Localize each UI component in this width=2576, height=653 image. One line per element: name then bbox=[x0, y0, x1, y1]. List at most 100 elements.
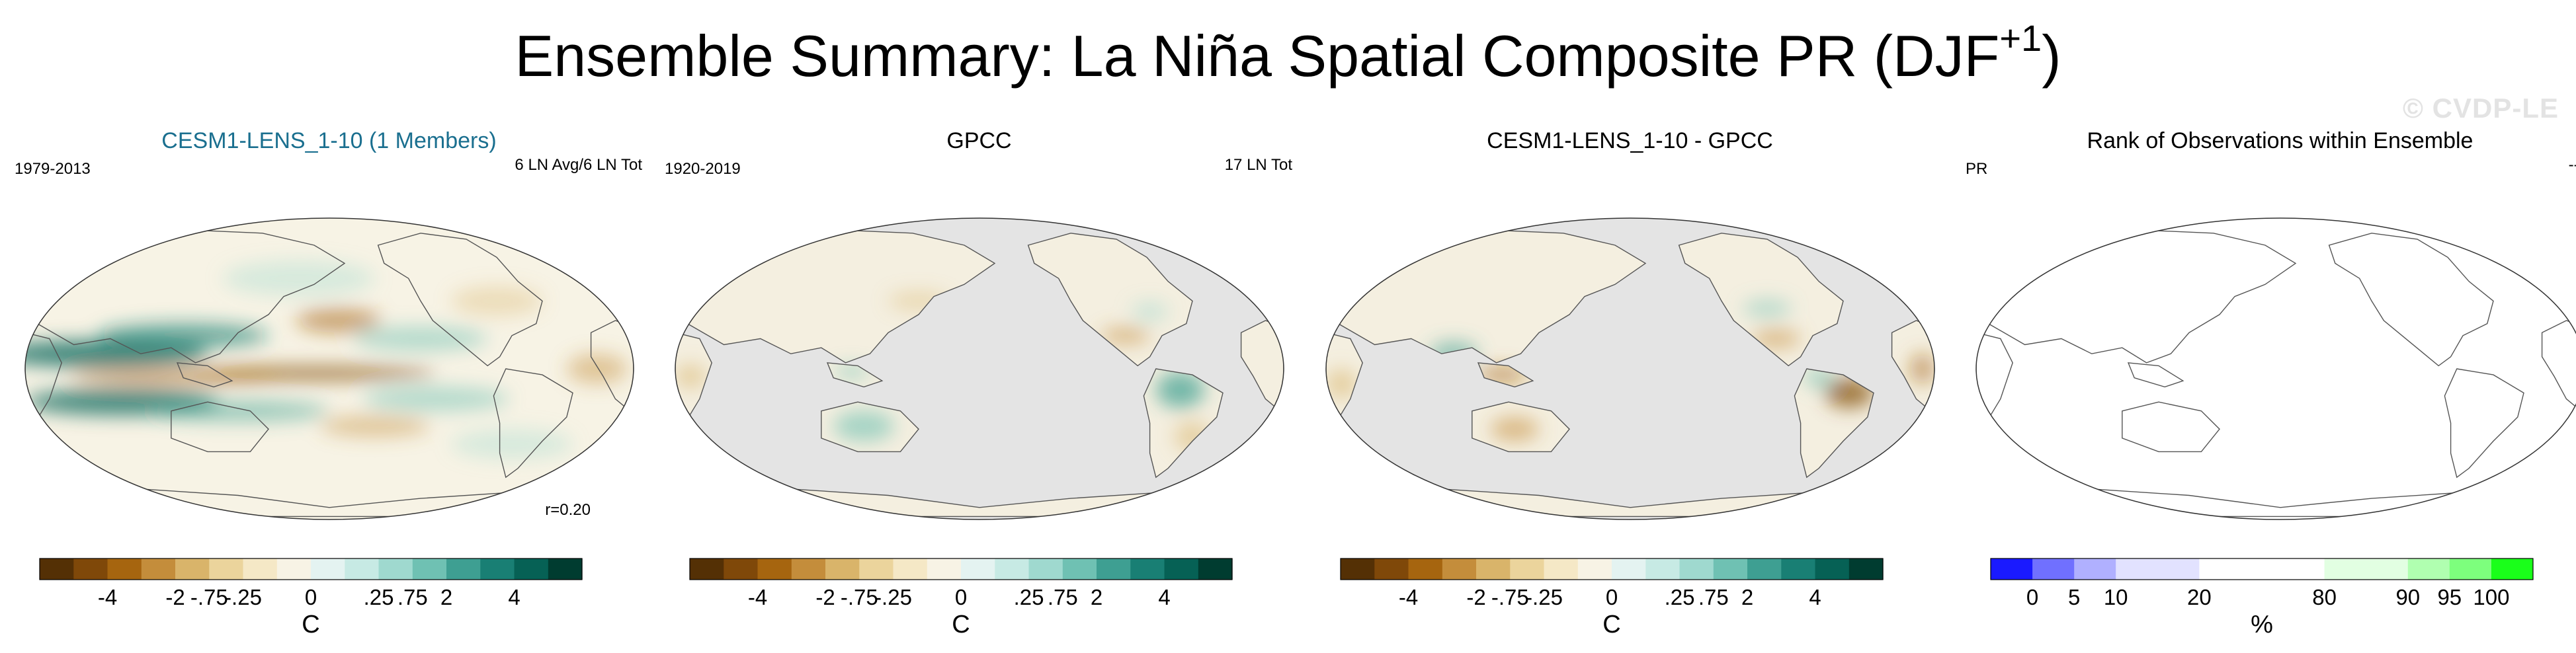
colorbar-group: 0 5 10 20 80 90 95 100% bbox=[1990, 558, 2534, 638]
colorbar-bin bbox=[514, 558, 549, 580]
anomaly-region-1 bbox=[1804, 369, 1835, 387]
colorbar-unit-label: C bbox=[952, 611, 970, 638]
coastline-australia bbox=[821, 401, 919, 453]
map-border bbox=[675, 217, 1284, 520]
map-model bbox=[24, 217, 634, 520]
colorbar-bin bbox=[961, 558, 995, 580]
colorbar-bin bbox=[1097, 558, 1131, 580]
colorbar-bin bbox=[690, 558, 724, 580]
colorbar: -4 -2 -.75-.25 0 .25.75 2 4 C bbox=[689, 558, 1233, 638]
colorbar-bin bbox=[2449, 558, 2492, 580]
colorbar-tick-label: 0 bbox=[1606, 585, 1618, 609]
colorbar-bin bbox=[927, 558, 962, 580]
coastline-antarctica bbox=[25, 488, 634, 518]
coastline-north-america bbox=[1027, 233, 1193, 367]
map-observed bbox=[675, 217, 1284, 520]
anomaly-region-13 bbox=[451, 429, 573, 459]
title-end: ) bbox=[2042, 23, 2061, 89]
colorbar-group: -4 -2 -.75-.25 0 .25.75 2 4 C bbox=[39, 558, 583, 638]
colorbar-tick-label: -4 bbox=[98, 585, 117, 609]
colorbar-bin bbox=[345, 558, 380, 580]
anomaly-region-1 bbox=[833, 410, 895, 442]
colorbar-outline bbox=[1340, 558, 1884, 580]
colorbar-tick-label: .25 bbox=[1665, 585, 1695, 609]
colorbar-unit-label: % bbox=[2251, 611, 2273, 638]
colorbar-bin bbox=[1341, 558, 1375, 580]
colorbar-tick-label: -2 bbox=[165, 585, 185, 609]
anomaly-region-7 bbox=[1326, 369, 1356, 399]
coastline-maritime-continent bbox=[176, 362, 233, 388]
anomaly-region-7 bbox=[320, 415, 430, 437]
coastline-australia bbox=[1472, 401, 1570, 453]
colorbar-bin bbox=[1781, 558, 1816, 580]
anomaly-region-3 bbox=[1132, 302, 1169, 321]
coastline-australia bbox=[2122, 401, 2220, 453]
colorbar-bin bbox=[1849, 558, 1884, 580]
panel-rank: Rank of Observations within Ensemble PR … bbox=[1958, 119, 2576, 653]
colorbar-bin bbox=[378, 558, 413, 580]
colorbar-outline bbox=[39, 558, 583, 580]
colorbar-unit-label: C bbox=[1602, 611, 1620, 638]
colorbar-bin bbox=[893, 558, 928, 580]
colorbar-bin bbox=[548, 558, 583, 580]
colorbar-tick-label: .25 bbox=[1014, 585, 1044, 609]
anomaly-region-11 bbox=[223, 260, 375, 297]
colorbar-tick-label: 2 bbox=[1741, 585, 1753, 609]
colorbar-bin bbox=[1164, 558, 1199, 580]
colorbar-tick-label: 10 bbox=[2104, 585, 2128, 609]
colorbar-bin bbox=[1510, 558, 1545, 580]
coastline-africa-east bbox=[1326, 332, 1363, 438]
panel-difference: CESM1-LENS_1-10 - GPCC -4 -2 -.75 -.25 0 .25.… bbox=[1308, 119, 1952, 653]
anomaly-region-8 bbox=[353, 326, 488, 351]
coastline-maritime-continent bbox=[2127, 362, 2184, 388]
period-label: 1920-2019 bbox=[665, 160, 741, 178]
panel-model-composite: CESM1-LENS_1-10 (1 Members) 1979-2013 6 … bbox=[7, 119, 651, 653]
colorbar-tick-label: .25 bbox=[364, 585, 394, 609]
colorbar-bin bbox=[412, 558, 447, 580]
colorbar-bin bbox=[1679, 558, 1714, 580]
colorbar-bin bbox=[1815, 558, 1850, 580]
coastline-africa-east bbox=[25, 332, 62, 438]
colorbar-tick-label: 90 bbox=[2395, 585, 2420, 609]
colorbar-bin bbox=[141, 558, 176, 580]
colorbar-tick-label: 4 bbox=[1158, 585, 1170, 609]
colorbar-tick-label: 4 bbox=[508, 585, 520, 609]
colorbar-bin bbox=[1645, 558, 1681, 580]
colorbar-tick-label: 5 bbox=[2068, 585, 2080, 609]
colorbar-bin bbox=[1747, 558, 1782, 580]
colorbar-tick-label: 4 bbox=[1809, 585, 1821, 609]
colorbar-group: -4 -2 -.75-.25 0 .25.75 2 4 C bbox=[689, 558, 1233, 638]
colorbar-bin bbox=[1408, 558, 1443, 580]
anomaly-region-6 bbox=[296, 308, 382, 333]
coastline-antarctica bbox=[1976, 488, 2576, 518]
anomaly-region-8 bbox=[1910, 354, 1934, 384]
colorbar-bin bbox=[311, 558, 345, 580]
colorbar-bin bbox=[825, 558, 860, 580]
anomaly-region-6 bbox=[1743, 299, 1792, 318]
coastline-maritime-continent bbox=[1477, 362, 1534, 388]
anomaly-region-2 bbox=[1101, 328, 1150, 344]
coastline-south-america bbox=[1794, 368, 1874, 479]
panel-title: Rank of Observations within Ensemble bbox=[2087, 128, 2473, 153]
colorbar-bin bbox=[1130, 558, 1165, 580]
colorbar-group: -4 -2 -.75-.25 0 .25.75 2 4 C bbox=[1340, 558, 1884, 638]
rank-percent-label: --% bbox=[2568, 156, 2576, 174]
colorbar-bin bbox=[757, 558, 792, 580]
event-count-label: 17 LN Tot bbox=[1224, 156, 1292, 174]
anomaly-region-3 bbox=[1490, 416, 1539, 442]
colorbar-bin bbox=[2324, 558, 2409, 580]
colorbar-tick-label: -4 bbox=[1399, 585, 1418, 609]
colorbar-tick-label: 80 bbox=[2312, 585, 2337, 609]
anomaly-region-2 bbox=[1478, 367, 1527, 383]
colorbar-tick-label: 0 bbox=[305, 585, 317, 609]
event-count-label: 6 LN Avg/6 LN Tot bbox=[515, 156, 642, 174]
colorbar: -4 -2 -.75-.25 0 .25.75 2 4 C bbox=[1340, 558, 1884, 638]
coastline-maritime-continent bbox=[826, 362, 884, 388]
colorbar-tick-label: 2 bbox=[1091, 585, 1102, 609]
colorbar-tick-label: -.75 bbox=[841, 585, 878, 609]
colorbar-bin bbox=[2199, 558, 2325, 580]
anomaly-region-9 bbox=[362, 387, 509, 411]
colorbar-tick-label: 100 bbox=[2473, 585, 2509, 609]
colorbar-bin bbox=[1028, 558, 1063, 580]
panel-title: CESM1-LENS_1-10 - GPCC bbox=[1487, 128, 1773, 153]
